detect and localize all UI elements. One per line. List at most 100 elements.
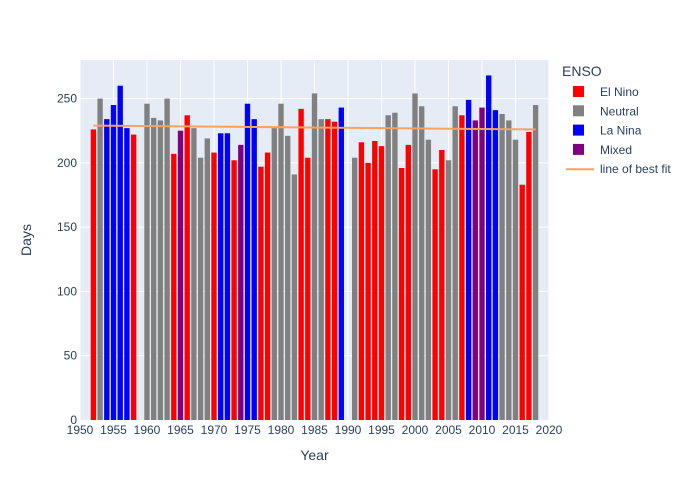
bar-el-nino-1952[interactable] — [90, 129, 97, 420]
bar-neutral-2013[interactable] — [499, 114, 505, 420]
bar-el-nino-1983[interactable] — [298, 108, 304, 420]
legend-swatch — [573, 105, 584, 117]
bar-la-nina-1971[interactable] — [218, 133, 224, 421]
bar-la-nina-1972[interactable] — [224, 133, 231, 421]
legend-swatch — [573, 124, 584, 136]
y-axis-ticks: 0 50 100 150 200 250 — [57, 92, 77, 427]
bar-neutral-1981[interactable] — [285, 135, 291, 420]
y-tick-label: 0 — [70, 413, 77, 427]
bar-neutral-1979[interactable] — [271, 128, 277, 420]
bar-neutral-2014[interactable] — [506, 120, 512, 420]
x-tick-label: 2015 — [502, 423, 529, 437]
bar-neutral-1961[interactable] — [151, 117, 157, 420]
bar-el-nino-1988[interactable] — [331, 121, 338, 420]
bar-neutral-2015[interactable] — [512, 139, 519, 420]
bar-el-nino-1994[interactable] — [372, 141, 378, 420]
bar-la-nina-1956[interactable] — [117, 85, 123, 420]
bar-neutral-2005[interactable] — [445, 160, 452, 421]
x-tick-label: 2000 — [402, 423, 429, 437]
bar-mixed-1965[interactable] — [177, 130, 184, 420]
bar-el-nino-1964[interactable] — [171, 153, 177, 420]
bar-mixed-1974[interactable] — [238, 144, 244, 420]
bar-la-nina-2011[interactable] — [486, 75, 492, 420]
y-tick-label: 100 — [57, 284, 77, 298]
best-fit-line[interactable] — [93, 124, 536, 131]
bar-mixed-2010[interactable] — [479, 107, 485, 421]
bar-neutral-2002[interactable] — [425, 139, 432, 420]
bar-neutral-1969[interactable] — [204, 138, 210, 420]
bar-el-nino-2004[interactable] — [439, 150, 445, 420]
x-tick-label: 1955 — [100, 423, 127, 437]
bar-el-nino-1973[interactable] — [231, 160, 237, 421]
bar-el-nino-1993[interactable] — [365, 162, 371, 420]
x-tick-label: 1975 — [234, 423, 261, 437]
legend-title: ENSO — [562, 63, 602, 79]
legend-item-el-nino[interactable]: El Nino — [573, 85, 639, 99]
bar-la-nina-1955[interactable] — [110, 105, 117, 420]
x-tick-label: 1995 — [368, 423, 395, 437]
bar-neutral-2006[interactable] — [452, 106, 458, 421]
bar-neutral-2001[interactable] — [419, 106, 425, 421]
bar-la-nina-1954[interactable] — [104, 119, 110, 421]
x-tick-label: 1965 — [167, 423, 194, 437]
bar-neutral-1962[interactable] — [157, 120, 164, 420]
x-tick-label: 2010 — [469, 423, 496, 437]
bar-neutral-1982[interactable] — [291, 174, 298, 420]
bar-el-nino-1995[interactable] — [378, 146, 385, 420]
bar-neutral-1985[interactable] — [311, 93, 318, 420]
bar-el-nino-1984[interactable] — [305, 157, 311, 420]
bar-neutral-1953[interactable] — [97, 98, 103, 421]
x-axis-ticks: 1950 1955 1960 1965 1970 1975 1980 1985 1990 1995… — [67, 423, 563, 437]
legend[interactable]: ENSO El Nino Neutral La Nina Mixed line of b… — [562, 63, 671, 176]
bar-neutral-1997[interactable] — [392, 112, 398, 420]
x-tick-label: 1980 — [268, 423, 295, 437]
legend-item-la-nina[interactable]: La Nina — [573, 124, 642, 138]
y-tick-label: 250 — [57, 92, 77, 106]
x-tick-label: 1990 — [335, 423, 362, 437]
x-tick-label: 1960 — [134, 423, 161, 437]
bar-el-nino-1970[interactable] — [211, 152, 217, 421]
legend-label: La Nina — [600, 124, 642, 138]
bar-neutral-1996[interactable] — [385, 115, 391, 421]
bar-el-nino-1992[interactable] — [358, 142, 365, 421]
bar-el-nino-1966[interactable] — [184, 115, 190, 421]
bar-el-nino-1998[interactable] — [398, 168, 405, 420]
bar-la-nina-1976[interactable] — [251, 119, 257, 421]
bar-el-nino-2003[interactable] — [432, 169, 438, 420]
bar-neutral-2000[interactable] — [412, 93, 418, 420]
x-tick-label: 2005 — [435, 423, 462, 437]
bar-neutral-1980[interactable] — [278, 103, 284, 420]
best-fit-line-group — [93, 124, 536, 131]
x-tick-label: 1985 — [301, 423, 328, 437]
legend-label: line of best fit — [600, 162, 671, 176]
bar-neutral-1986[interactable] — [318, 119, 324, 421]
x-tick-label: 2020 — [536, 423, 563, 437]
bar-la-nina-2012[interactable] — [492, 110, 499, 421]
bar-neutral-1960[interactable] — [144, 103, 150, 420]
legend-swatch — [573, 143, 584, 155]
bar-el-nino-2007[interactable] — [459, 115, 465, 421]
bar-neutral-2018[interactable] — [532, 105, 539, 420]
bar-la-nina-1957[interactable] — [124, 128, 130, 420]
bar-neutral-1963[interactable] — [164, 98, 170, 421]
bar-neutral-1967[interactable] — [191, 128, 197, 420]
bar-neutral-1968[interactable] — [197, 157, 204, 420]
bar-la-nina-1975[interactable] — [244, 103, 251, 420]
legend-item-line-of-best-fit[interactable]: line of best fit — [566, 162, 671, 176]
bar-el-nino-1958[interactable] — [130, 134, 137, 421]
bar-el-nino-1978[interactable] — [264, 152, 271, 421]
bar-la-nina-2008[interactable] — [465, 99, 472, 420]
bar-el-nino-1987[interactable] — [325, 119, 331, 421]
bar-el-nino-2017[interactable] — [526, 132, 532, 420]
bar-neutral-1991[interactable] — [352, 157, 358, 420]
bar-el-nino-1977[interactable] — [258, 166, 264, 420]
legend-item-mixed[interactable]: Mixed — [573, 143, 632, 157]
legend-label: Neutral — [600, 104, 639, 118]
bar-la-nina-1989[interactable] — [338, 107, 344, 421]
y-tick-label: 200 — [57, 156, 77, 170]
bar-el-nino-2016[interactable] — [519, 184, 525, 420]
bar-mixed-2009[interactable] — [472, 120, 478, 420]
legend-item-neutral[interactable]: Neutral — [573, 104, 639, 118]
bar-el-nino-1999[interactable] — [405, 144, 411, 420]
